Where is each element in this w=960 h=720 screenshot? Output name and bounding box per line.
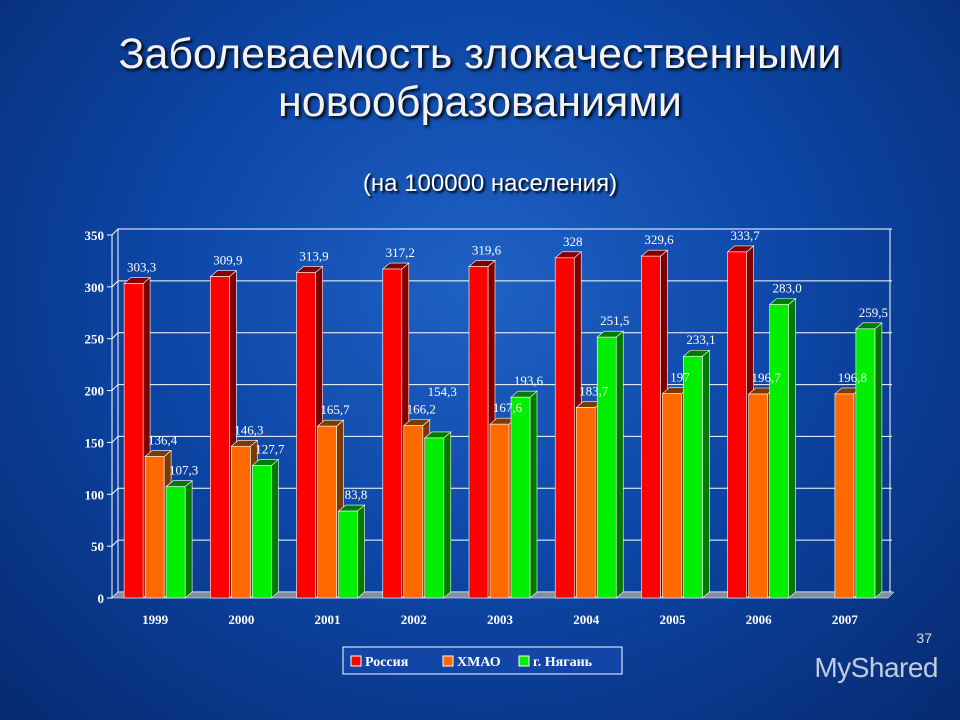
bar xyxy=(317,425,337,599)
data-label: 259,5 xyxy=(859,305,888,320)
legend-swatch xyxy=(442,655,454,667)
data-label: 329,6 xyxy=(644,232,674,247)
bar xyxy=(554,257,575,599)
bar xyxy=(683,355,703,599)
bar xyxy=(144,456,165,599)
bar xyxy=(834,393,855,599)
bar xyxy=(489,423,510,599)
x-tick-label: 2004 xyxy=(573,612,600,627)
data-label: 193,6 xyxy=(514,373,544,388)
grid-diag xyxy=(111,280,119,288)
legend-label: ХМАО xyxy=(457,655,501,670)
data-label: 251,5 xyxy=(600,313,629,328)
bar xyxy=(510,396,531,599)
bar-side xyxy=(874,322,883,599)
y-tick-label: 300 xyxy=(85,280,105,295)
x-tick-label: 2007 xyxy=(832,612,859,627)
legend-label: Россия xyxy=(365,655,409,670)
data-label: 154,3 xyxy=(428,384,457,399)
bar-side xyxy=(443,431,452,599)
y-tick-label: 350 xyxy=(85,228,105,243)
bar xyxy=(338,510,358,599)
data-label: 233,1 xyxy=(686,332,715,347)
watermark-logo: MyShared xyxy=(814,652,938,683)
bar xyxy=(252,465,272,599)
x-tick-label: 2002 xyxy=(401,612,427,627)
bar-side xyxy=(529,390,538,599)
slide-subtitle: (на 100000 населения) xyxy=(362,170,618,197)
data-label: 165,7 xyxy=(320,402,350,417)
bar-side xyxy=(357,504,365,599)
bar xyxy=(575,407,596,599)
bar xyxy=(596,336,617,599)
data-label: 309,9 xyxy=(213,253,242,268)
data-label: 136,4 xyxy=(148,433,178,448)
grid-diag xyxy=(111,539,119,547)
y-tick-label: 0 xyxy=(98,591,105,606)
bar xyxy=(468,266,489,599)
bar xyxy=(855,328,876,599)
bar-side xyxy=(184,480,193,599)
x-tick-label: 2000 xyxy=(228,612,254,627)
x-tick-label: 2006 xyxy=(746,612,773,627)
bar-side xyxy=(271,458,279,599)
data-label: 167,6 xyxy=(493,400,523,415)
bar xyxy=(231,445,251,599)
grid-diag xyxy=(111,332,119,340)
bar xyxy=(769,304,789,599)
bar xyxy=(748,393,768,599)
title-line-1: Заболеваемость злокачественными xyxy=(118,30,842,78)
grid-diag xyxy=(111,487,119,495)
data-label: 196,8 xyxy=(838,370,867,385)
data-label: 196,7 xyxy=(752,370,782,385)
grid-diag xyxy=(111,384,119,391)
bar xyxy=(424,437,445,599)
data-label: 107,3 xyxy=(169,463,198,478)
data-label: 313,9 xyxy=(299,248,328,263)
y-tick-label: 50 xyxy=(91,539,104,554)
bar xyxy=(727,251,747,599)
slide-title: Заболеваемость злокачественными новообраз… xyxy=(0,30,960,126)
data-label: 183,7 xyxy=(579,383,609,398)
y-tick-label: 250 xyxy=(85,332,105,347)
data-label: 166,2 xyxy=(407,402,436,417)
data-label: 303,3 xyxy=(127,259,156,274)
bar-side xyxy=(788,297,796,599)
legend xyxy=(342,646,623,675)
data-label: 127,7 xyxy=(255,442,285,457)
bar xyxy=(296,272,316,599)
x-tick-label: 2003 xyxy=(487,612,514,627)
x-tick-label: 2001 xyxy=(315,612,341,627)
bar xyxy=(403,425,424,599)
x-tick-label: 1999 xyxy=(142,612,169,627)
bar xyxy=(641,255,661,599)
y-tick-label: 100 xyxy=(85,487,105,502)
y-tick-label: 150 xyxy=(85,435,105,450)
bar xyxy=(210,276,230,599)
legend-swatch xyxy=(350,655,362,667)
data-label: 83,8 xyxy=(345,487,368,502)
data-label: 197 xyxy=(670,370,690,385)
page-number: 37 xyxy=(916,630,932,646)
legend-label: г. Нягань xyxy=(533,655,593,670)
data-label: 333,7 xyxy=(731,228,761,243)
bar xyxy=(123,283,144,599)
data-label: 146,3 xyxy=(234,422,263,437)
data-label: 317,2 xyxy=(386,245,415,260)
bar xyxy=(165,486,186,599)
grid-diag xyxy=(111,228,119,236)
data-label: 328 xyxy=(563,234,583,249)
data-label: 319,6 xyxy=(472,243,502,258)
x-tick-label: 2005 xyxy=(659,612,686,627)
bar-side xyxy=(615,330,624,599)
y-tick-label: 200 xyxy=(85,384,105,399)
title-line-2: новообразованиями xyxy=(278,78,682,126)
data-label: 283,0 xyxy=(773,280,802,295)
bar xyxy=(662,393,682,599)
grid-diag xyxy=(111,436,119,443)
legend-swatch xyxy=(518,655,530,667)
bar-side xyxy=(702,349,710,599)
bar xyxy=(382,268,403,599)
